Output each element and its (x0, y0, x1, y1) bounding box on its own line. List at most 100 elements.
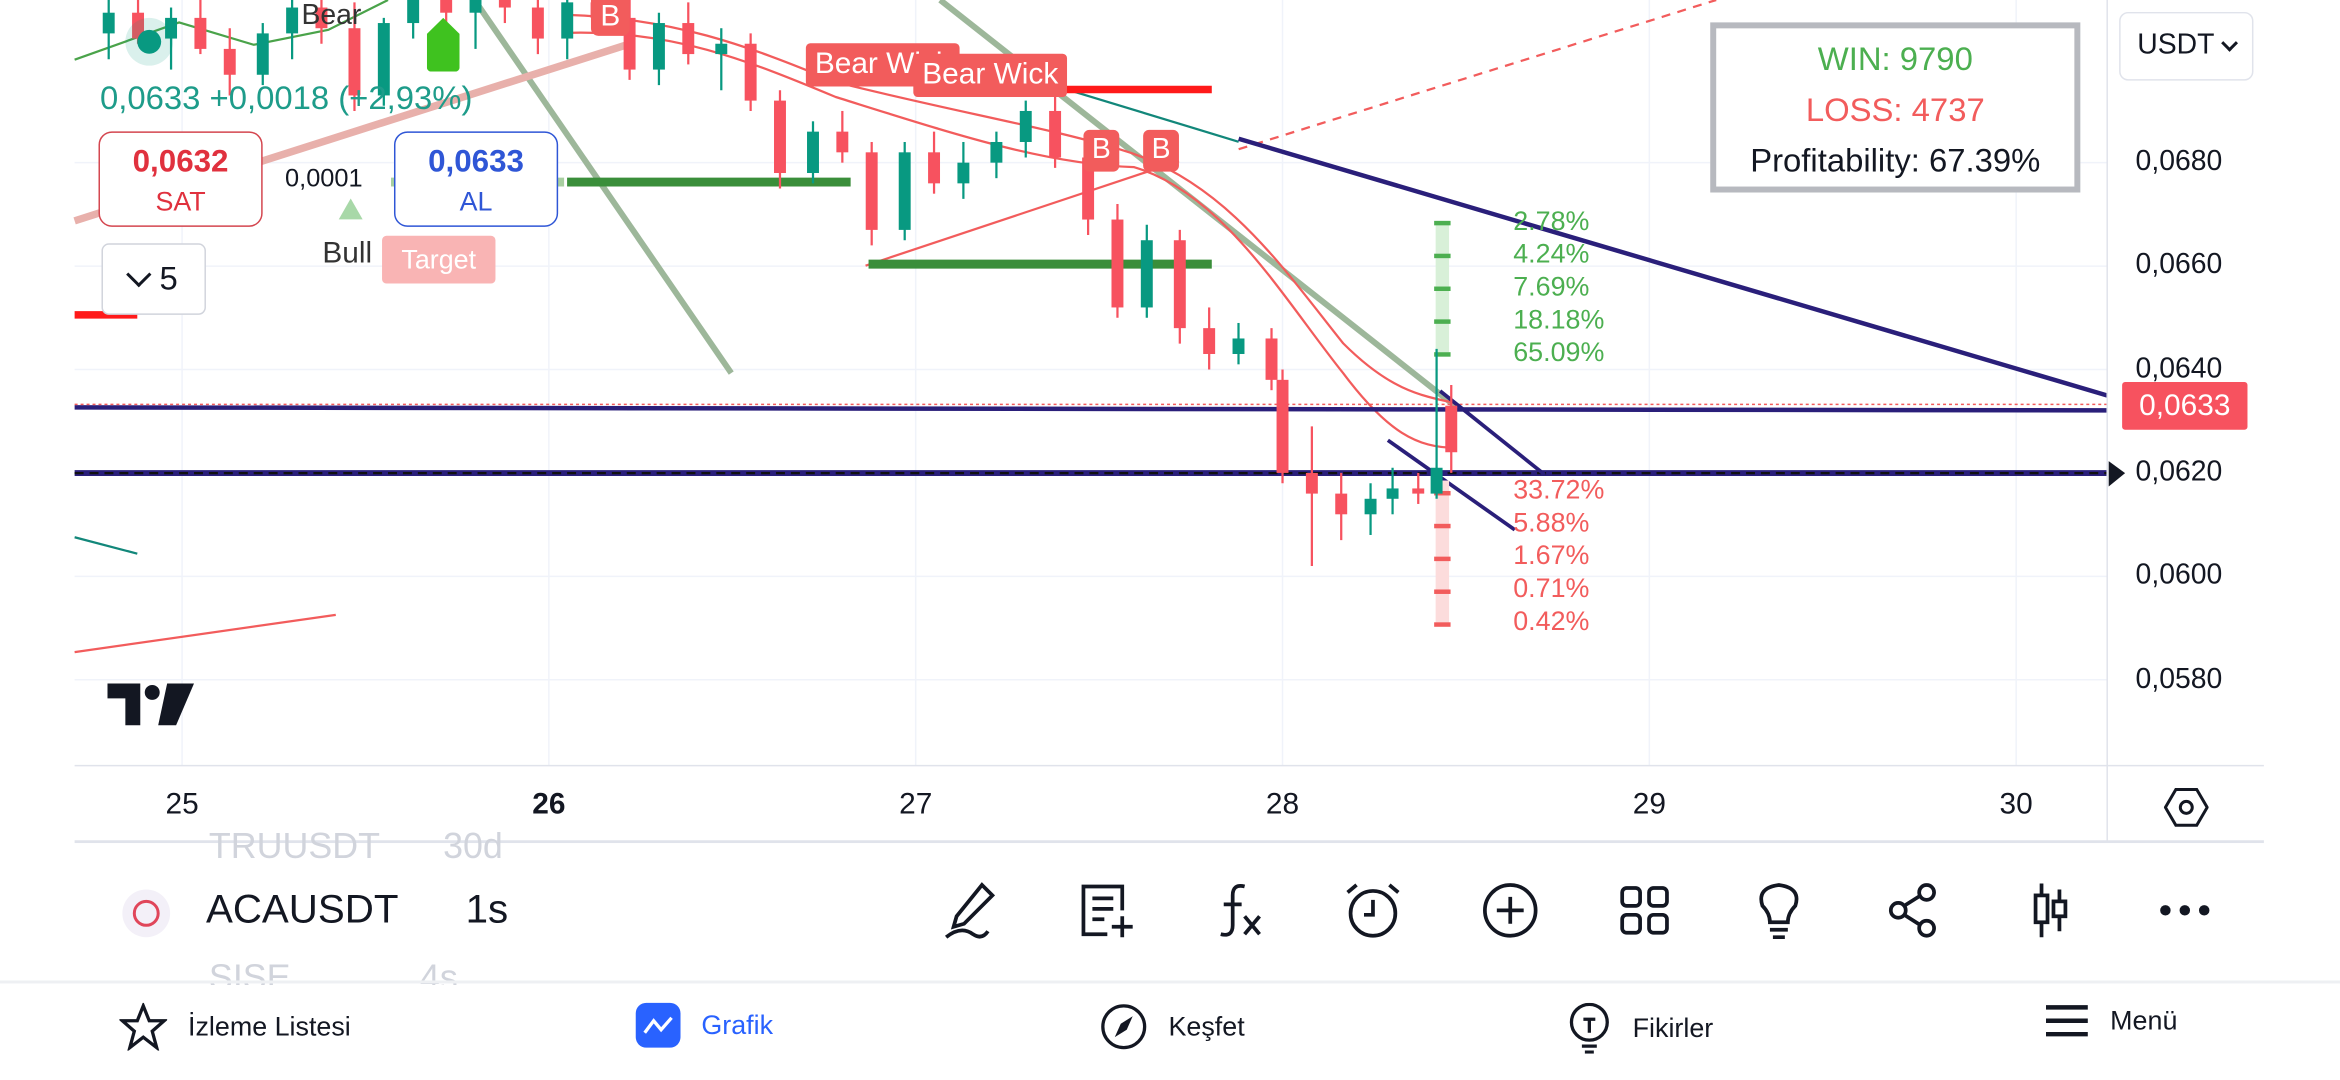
candle-body (623, 17, 636, 70)
chart-icon (635, 1002, 681, 1048)
candle (652, 12, 665, 86)
candle (256, 23, 269, 86)
prev-symbol-faded: TRUUSDT 30d (209, 827, 503, 866)
nav-label: Keşfet (1168, 1011, 1245, 1041)
add-note-icon[interactable] (1077, 880, 1137, 940)
buy-button[interactable]: 0,0633 AL (393, 131, 559, 227)
chevron-down-icon (2220, 34, 2238, 52)
red-dashed-ray (1238, 0, 1717, 151)
candle-body (957, 162, 970, 184)
candle-body (469, 0, 482, 13)
red-line (865, 160, 1180, 267)
alarm-icon[interactable] (1343, 880, 1403, 940)
candle-body (561, 2, 574, 39)
win-count: WIN: 9790 (1817, 40, 1973, 78)
date-tick: 27 (899, 787, 933, 821)
candle (1335, 472, 1348, 541)
bear-wick-label: Bear Wick (913, 53, 1068, 98)
candle-body (1445, 405, 1458, 453)
nav-watchlist[interactable]: İzleme Listesi (119, 1002, 351, 1051)
candle-body (990, 141, 1003, 163)
candle (898, 141, 911, 241)
fib-tick (1434, 220, 1451, 226)
function-icon[interactable] (1209, 880, 1269, 940)
nav-chart[interactable]: Grafik (635, 1002, 773, 1048)
interval-button[interactable]: 1s (465, 886, 509, 932)
candle-body (807, 131, 819, 174)
candle (1140, 224, 1153, 318)
navy-trendline (1438, 389, 1546, 477)
candle-body (1265, 338, 1278, 380)
collapse-indicators-button[interactable]: 5 (101, 243, 206, 315)
fib-up-label: 65.09% (1513, 337, 1605, 368)
nav-menu[interactable]: Menü (2045, 1003, 2178, 1039)
teal-line (1066, 88, 1239, 143)
candle-body (1082, 157, 1095, 220)
nav-ideas[interactable]: Fikirler (1567, 1002, 1713, 1054)
nav-label: Menü (2110, 1005, 2178, 1035)
date-tick: 30 (1999, 787, 2033, 821)
indicator-count: 5 (159, 259, 178, 297)
candle-body (194, 17, 207, 49)
candles-icon[interactable] (2021, 880, 2081, 940)
candle (102, 0, 115, 60)
share-icon[interactable] (1883, 880, 1943, 940)
nav-label: İzleme Listesi (188, 1011, 351, 1041)
candle-body (315, 7, 328, 29)
add-circle-icon[interactable] (1480, 880, 1540, 940)
candle (286, 0, 299, 60)
sell-price: 0,0632 (132, 144, 229, 180)
fib-up-label: 7.69% (1513, 271, 1590, 302)
candle-body (898, 152, 911, 230)
candle (744, 33, 757, 111)
navy-level (74, 405, 2108, 413)
candle-body (1140, 240, 1153, 308)
candle (1019, 100, 1032, 158)
price-tick: 0,0640 (2135, 353, 2223, 385)
candle (1265, 328, 1278, 391)
candle-body (1335, 493, 1348, 515)
date-tick: 29 (1632, 787, 1666, 821)
fib-tick (1434, 319, 1451, 324)
candle-body (1049, 110, 1062, 158)
candle-body (682, 23, 695, 55)
candle (348, 2, 361, 111)
candle (132, 0, 145, 44)
candle-body (1386, 488, 1399, 499)
buy-price: 0,0633 (428, 144, 524, 180)
fib-up-label: 18.18% (1513, 304, 1605, 335)
sell-button[interactable]: 0,0632 SAT (98, 131, 263, 227)
price-chart[interactable] (0, 0, 2340, 844)
layout-grid-icon[interactable] (1615, 880, 1675, 940)
candle-body (165, 17, 178, 39)
sell-label: SAT (155, 186, 206, 217)
fib-down-bar (1435, 480, 1450, 624)
candle-body (715, 43, 728, 55)
prev-interval: 30d (443, 826, 503, 866)
candle-body (102, 12, 115, 34)
navy-trendline (1238, 136, 2108, 398)
candle-body (774, 100, 786, 174)
candle-body (1019, 110, 1032, 142)
lightbulb-icon[interactable] (1749, 880, 1809, 940)
prev-symbol: TRUUSDT (208, 826, 380, 866)
candle (469, 0, 482, 49)
nav-explore[interactable]: Keşfet (1100, 1003, 1245, 1051)
date-tick: 26 (532, 787, 566, 821)
teal-line (74, 536, 138, 555)
candle (715, 28, 728, 91)
chart-settings-icon[interactable] (2163, 786, 2209, 835)
candle-body (498, 0, 511, 8)
red-line (74, 613, 336, 654)
pencil-icon[interactable] (943, 880, 1003, 940)
more-icon[interactable] (2155, 880, 2215, 940)
candle (1049, 95, 1062, 168)
candle-body (1276, 379, 1289, 473)
symbol-name[interactable]: ACAUSDT (205, 886, 399, 932)
candle-body (256, 33, 269, 75)
currency-select[interactable]: USDT (2119, 11, 2254, 81)
candle (1232, 322, 1245, 365)
candle-body (744, 43, 757, 101)
price-level-marker (2108, 461, 2126, 487)
candle-body (1203, 328, 1216, 354)
